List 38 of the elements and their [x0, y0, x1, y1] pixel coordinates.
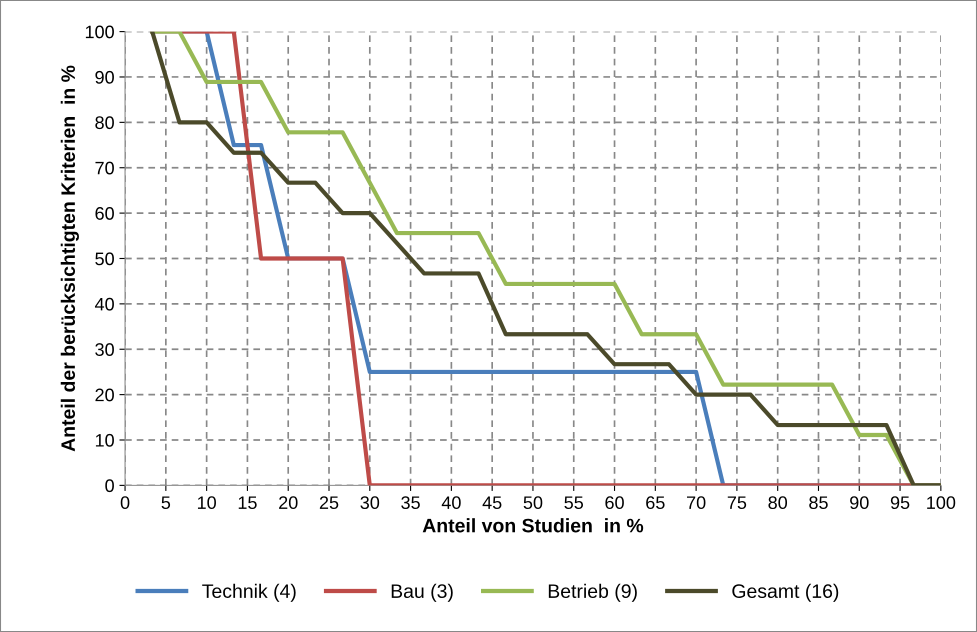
- x-tick-label: 20: [279, 496, 298, 510]
- x-tick-label: 45: [482, 496, 502, 510]
- y-tick-label: 40: [94, 298, 114, 311]
- x-tick-label: 50: [524, 496, 542, 510]
- x-tick-label: 75: [728, 496, 746, 510]
- x-tick-label: 100: [927, 496, 956, 510]
- x-tick-label: 80: [768, 496, 788, 510]
- y-tick-label: 10: [96, 434, 114, 447]
- y-tick-label: 20: [95, 388, 114, 402]
- y-tick-label: 50: [95, 252, 114, 266]
- y-tick-label: 80: [95, 116, 114, 130]
- x-axis-title: Anteil von Studien in %: [422, 518, 644, 532]
- x-tick-label: 0: [120, 496, 130, 510]
- x-tick-label: 65: [646, 496, 665, 510]
- legend-label: Gesamt (16): [732, 584, 838, 602]
- y-tick-label: 60: [95, 207, 114, 220]
- x-tick-label: 15: [238, 496, 257, 510]
- y-tick-label: 100: [86, 26, 114, 38]
- x-tick-label: 70: [686, 496, 706, 510]
- x-tick-label: 10: [198, 496, 216, 510]
- legend-label: Betrieb (9): [548, 584, 637, 602]
- legend-label: Technik (4): [202, 584, 296, 602]
- x-tick-label: 90: [850, 496, 869, 510]
- y-tick-label: 70: [95, 162, 114, 174]
- x-tick-label: 60: [605, 496, 624, 510]
- x-tick-label: 30: [360, 496, 380, 510]
- y-axis-title: Anteil der berücksichtigten Kriterien in %: [60, 66, 79, 452]
- x-tick-label: 40: [442, 496, 461, 510]
- y-tick-label: 0: [105, 479, 114, 492]
- y-tick-label: 30: [95, 343, 114, 356]
- y-tick-label: 90: [95, 70, 114, 84]
- x-tick-label: 5: [162, 496, 170, 510]
- legend-label: Bau (3): [392, 584, 453, 602]
- x-tick-label: 35: [401, 496, 420, 510]
- x-tick-label: 85: [809, 496, 828, 510]
- x-tick-label: 55: [564, 496, 584, 510]
- x-tick-label: 25: [320, 496, 338, 510]
- x-tick-label: 95: [890, 496, 910, 510]
